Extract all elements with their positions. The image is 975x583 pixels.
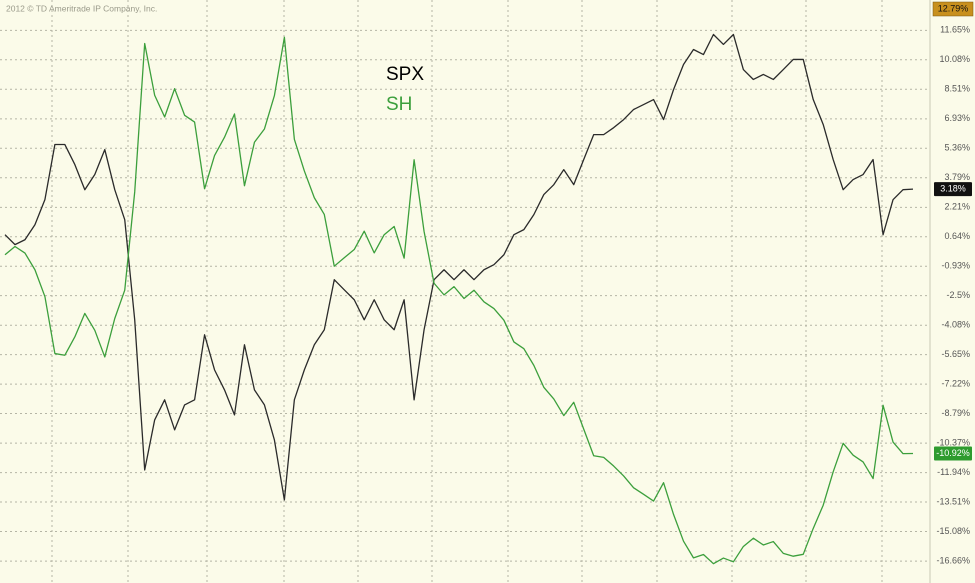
y-tick-label: -7.22% bbox=[941, 378, 970, 388]
y-tick-label: -11.94% bbox=[937, 467, 970, 477]
y-tick-label: -0.93% bbox=[941, 261, 970, 271]
y-tick-label: -5.65% bbox=[941, 349, 970, 359]
copyright: 2012 © TD Ameritrade IP Company, Inc. bbox=[6, 3, 157, 13]
series-line bbox=[4, 36, 914, 565]
end-badge: 3.18% bbox=[934, 182, 972, 197]
end-badge-box bbox=[934, 182, 972, 197]
y-tick-label: -15.08% bbox=[936, 526, 970, 536]
y-tick-label: 6.93% bbox=[944, 113, 970, 123]
y-tick-label: 11.65% bbox=[940, 25, 970, 35]
y-tick-label: 8.51% bbox=[944, 84, 970, 94]
y-tick-label: -2.5% bbox=[946, 290, 970, 300]
y-tick-label: 10.08% bbox=[939, 54, 970, 64]
y-tick-label: -4.08% bbox=[941, 320, 970, 330]
end-badge-label: 3.18% bbox=[940, 184, 966, 194]
y-tick-label: -8.79% bbox=[941, 408, 970, 418]
end-badge: -10.92% bbox=[934, 446, 972, 461]
y-tick-label: -10.37% bbox=[936, 438, 970, 448]
top-badge bbox=[932, 1, 974, 17]
legend-entry: SPX bbox=[386, 64, 424, 85]
end-badge-label: -10.92% bbox=[936, 448, 970, 458]
legend-entry: SH bbox=[386, 94, 412, 115]
y-tick-label: 2.21% bbox=[944, 202, 970, 212]
y-tick-label: 3.79% bbox=[944, 172, 970, 182]
y-tick-label: 5.36% bbox=[944, 143, 970, 153]
y-tick-label: -16.66% bbox=[936, 555, 970, 565]
y-tick-label: -13.51% bbox=[936, 496, 970, 506]
y-tick-label: 0.64% bbox=[944, 231, 970, 241]
y-tick-label: 12.79% bbox=[938, 3, 969, 13]
end-badge-box bbox=[934, 446, 972, 461]
series-line bbox=[4, 33, 914, 501]
